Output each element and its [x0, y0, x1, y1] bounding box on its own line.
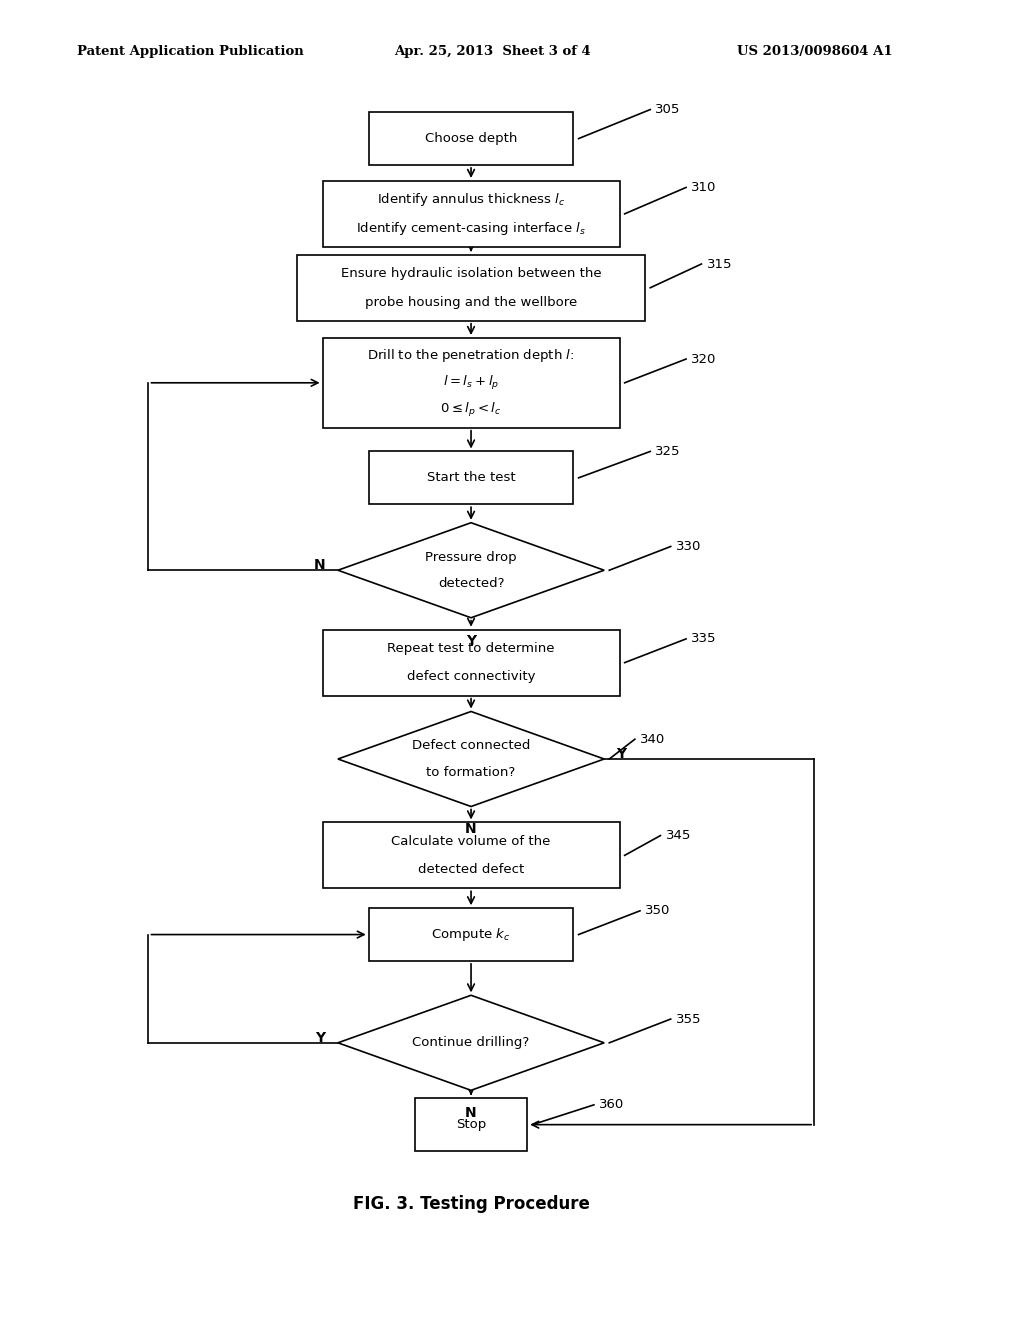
Text: 355: 355	[676, 1012, 701, 1026]
Bar	[323, 338, 620, 428]
Text: 325: 325	[655, 445, 681, 458]
Text: defect connectivity: defect connectivity	[407, 671, 536, 684]
Text: 315: 315	[707, 257, 732, 271]
Text: Stop: Stop	[456, 1118, 486, 1131]
Text: 335: 335	[691, 632, 717, 645]
Text: Identify annulus thickness $l_c$: Identify annulus thickness $l_c$	[377, 191, 565, 209]
Text: 330: 330	[676, 540, 701, 553]
Text: 305: 305	[655, 103, 681, 116]
Text: Identify cement-casing interface $l_s$: Identify cement-casing interface $l_s$	[356, 219, 586, 236]
Text: detected defect: detected defect	[418, 863, 524, 876]
Bar	[323, 630, 620, 696]
Text: N: N	[465, 1106, 477, 1121]
Text: FIG. 3. Testing Procedure: FIG. 3. Testing Procedure	[352, 1195, 590, 1213]
Text: 360: 360	[599, 1098, 625, 1111]
Text: Y: Y	[466, 634, 476, 648]
Text: Pressure drop: Pressure drop	[425, 550, 517, 564]
Polygon shape	[338, 523, 604, 618]
Text: Calculate volume of the: Calculate volume of the	[391, 834, 551, 847]
Text: 340: 340	[640, 733, 666, 746]
Polygon shape	[338, 711, 604, 807]
Bar	[323, 822, 620, 888]
Text: Start the test: Start the test	[427, 471, 515, 484]
Text: 350: 350	[645, 904, 671, 917]
Bar	[415, 1098, 527, 1151]
Text: Drill to the penetration depth $l$:: Drill to the penetration depth $l$:	[368, 347, 574, 364]
Bar	[369, 112, 573, 165]
Text: to formation?: to formation?	[426, 766, 516, 779]
Text: 310: 310	[691, 181, 717, 194]
Text: Choose depth: Choose depth	[425, 132, 517, 145]
Text: Y: Y	[616, 747, 627, 760]
Text: Y: Y	[315, 1031, 326, 1044]
Text: $l = l_s + l_p$: $l = l_s + l_p$	[443, 374, 499, 392]
Text: Apr. 25, 2013  Sheet 3 of 4: Apr. 25, 2013 Sheet 3 of 4	[394, 45, 591, 58]
Bar	[369, 451, 573, 504]
Text: detected?: detected?	[438, 577, 504, 590]
Text: Patent Application Publication: Patent Application Publication	[77, 45, 303, 58]
Text: Compute $k_c$: Compute $k_c$	[431, 927, 511, 942]
Text: Repeat test to determine: Repeat test to determine	[387, 642, 555, 655]
Bar	[323, 181, 620, 247]
Bar	[369, 908, 573, 961]
Bar	[297, 255, 645, 321]
Polygon shape	[338, 995, 604, 1090]
Text: Ensure hydraulic isolation between the: Ensure hydraulic isolation between the	[341, 267, 601, 280]
Text: $0 \leq l_p < l_c$: $0 \leq l_p < l_c$	[440, 401, 502, 418]
Text: Defect connected: Defect connected	[412, 739, 530, 752]
Text: N: N	[314, 558, 326, 572]
Text: 320: 320	[691, 352, 717, 366]
Text: N: N	[465, 822, 477, 837]
Text: probe housing and the wellbore: probe housing and the wellbore	[365, 296, 578, 309]
Text: 345: 345	[666, 829, 691, 842]
Text: Continue drilling?: Continue drilling?	[413, 1036, 529, 1049]
Text: US 2013/0098604 A1: US 2013/0098604 A1	[737, 45, 893, 58]
